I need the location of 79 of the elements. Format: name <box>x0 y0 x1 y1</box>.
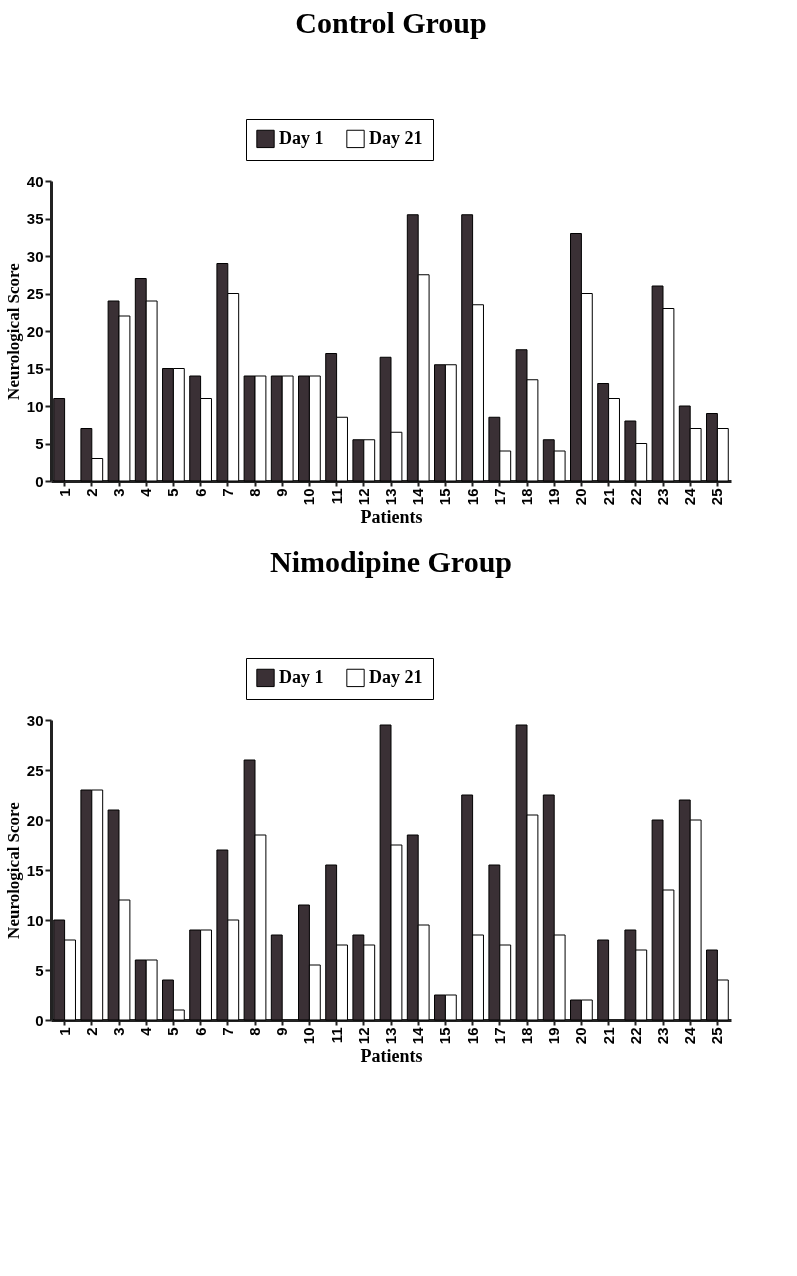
x-tick-label: 22 <box>626 1027 644 1045</box>
bar <box>53 398 66 482</box>
x-tick-label: 4 <box>137 1026 155 1036</box>
legend-label: Day 21 <box>369 666 423 687</box>
x-tick-label: 19 <box>545 1027 563 1045</box>
chart-title: Nimodipine Group <box>269 544 513 578</box>
y-tick-label: 25 <box>26 285 44 302</box>
chart-title: Control Group <box>295 5 487 39</box>
legend-label: Day 21 <box>369 127 423 148</box>
y-tick-label: 10 <box>26 397 44 415</box>
x-tick-label: 10 <box>300 488 318 506</box>
y-tick-label: 5 <box>35 435 44 452</box>
x-tick-label: 1 <box>55 1027 73 1036</box>
y-tick-label: 40 <box>26 172 44 190</box>
x-tick-label: 25 <box>708 488 726 506</box>
x-tick-label: 7 <box>218 488 236 497</box>
x-tick-label: 9 <box>273 488 291 497</box>
y-tick-label: 10 <box>26 911 44 929</box>
y-tick-label: 20 <box>26 811 44 829</box>
x-tick-label: 14 <box>409 1026 427 1045</box>
y-tick-label: 25 <box>26 761 44 779</box>
x-tick-label: 5 <box>164 488 182 497</box>
x-tick-label: 17 <box>490 1027 508 1045</box>
x-tick-label: 10 <box>300 1027 318 1045</box>
x-tick-label: 9 <box>273 1027 291 1036</box>
x-tick-label: 8 <box>246 1027 263 1036</box>
x-tick-label: 23 <box>654 1027 671 1045</box>
x-tick-label: 2 <box>82 1027 100 1036</box>
x-tick-label: 16 <box>463 488 481 506</box>
x-tick-label: 4 <box>137 487 155 497</box>
legend-label: Day 1 <box>279 666 324 687</box>
x-tick-label: 16 <box>463 1027 481 1045</box>
x-tick-label: 21 <box>599 488 617 506</box>
x-tick-label: 20 <box>572 488 590 506</box>
x-tick-label: 14 <box>409 487 427 506</box>
x-tick-label: 13 <box>382 488 399 506</box>
y-axis-title: Neurological Score <box>3 262 23 400</box>
x-tick-label: 12 <box>354 1027 372 1045</box>
y-tick-label: 30 <box>26 247 44 265</box>
x-tick-label: 13 <box>382 1027 399 1045</box>
x-tick-label: 20 <box>572 1027 590 1045</box>
x-tick-label: 15 <box>436 1027 454 1045</box>
y-tick-label: 20 <box>26 322 44 340</box>
legend-label: Day 1 <box>279 127 324 148</box>
y-tick-label: 15 <box>26 861 44 879</box>
x-tick-label: 8 <box>246 488 263 497</box>
x-tick-label: 12 <box>354 488 372 506</box>
x-tick-label: 22 <box>626 488 644 506</box>
x-tick-label: 15 <box>436 488 454 506</box>
x-tick-label: 23 <box>654 488 671 506</box>
x-tick-label: 6 <box>191 1027 209 1036</box>
x-tick-label: 18 <box>518 488 535 506</box>
x-tick-label: 3 <box>110 488 127 497</box>
y-tick-label: 0 <box>35 472 44 490</box>
x-tick-label: 19 <box>545 488 563 506</box>
x-tick-label: 21 <box>599 1027 617 1045</box>
x-axis-title: Patients <box>360 507 423 528</box>
bar <box>597 939 610 1021</box>
x-tick-label: 2 <box>82 488 100 497</box>
y-tick-label: 30 <box>26 711 44 729</box>
y-tick-label: 5 <box>35 961 44 979</box>
x-tick-label: 11 <box>327 488 345 505</box>
x-tick-label: 24 <box>681 1026 699 1045</box>
y-tick-label: 35 <box>26 210 44 227</box>
x-tick-label: 24 <box>681 487 699 506</box>
y-axis-title: Neurological Score <box>3 801 23 939</box>
bar <box>270 934 283 1021</box>
y-tick-label: 15 <box>26 360 44 377</box>
x-tick-label: 5 <box>164 1027 182 1036</box>
x-axis-title: Patients <box>360 1046 423 1067</box>
y-tick-label: 0 <box>35 1011 44 1029</box>
x-tick-label: 18 <box>518 1027 535 1045</box>
x-tick-label: 11 <box>327 1027 345 1044</box>
x-tick-label: 3 <box>110 1027 127 1036</box>
x-tick-label: 1 <box>55 488 73 497</box>
x-tick-label: 17 <box>490 488 508 506</box>
x-tick-label: 25 <box>708 1027 726 1045</box>
x-tick-label: 7 <box>218 1027 236 1036</box>
x-tick-label: 6 <box>191 488 209 497</box>
